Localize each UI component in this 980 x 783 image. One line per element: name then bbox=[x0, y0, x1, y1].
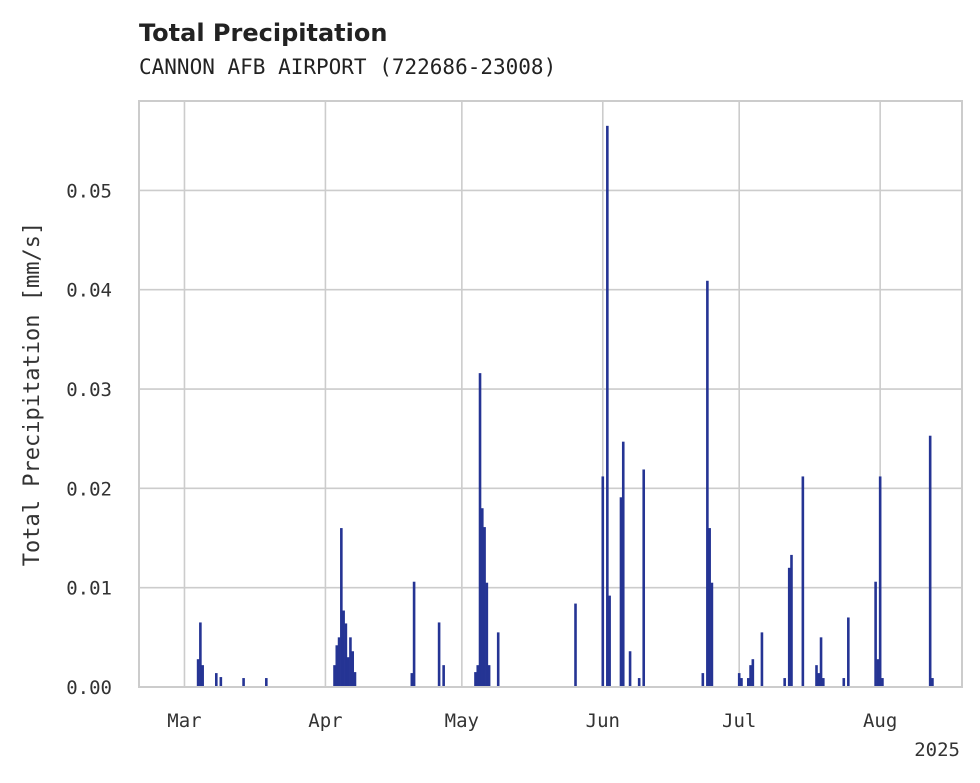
x-tick-label: Jul bbox=[722, 710, 756, 732]
y-gridlines bbox=[139, 189, 962, 589]
precipitation-bar bbox=[746, 678, 750, 687]
precipitation-bar bbox=[621, 441, 625, 687]
precipitation-bar bbox=[740, 678, 743, 687]
precipitation-bar bbox=[619, 497, 623, 687]
chart-subtitle: CANNON AFB AIRPORT (722686-23008) bbox=[139, 55, 556, 79]
precipitation-bar bbox=[701, 673, 705, 687]
precipitation-bar bbox=[642, 469, 646, 687]
precipitation-bar bbox=[337, 637, 341, 687]
precipitation-bar bbox=[751, 659, 755, 687]
precipitation-bar bbox=[710, 582, 714, 687]
precipitation-bar bbox=[335, 645, 339, 687]
precipitation-bar bbox=[496, 632, 500, 687]
precipitation-bar bbox=[412, 581, 416, 687]
precipitation-bar bbox=[931, 678, 934, 687]
precipitation-bar bbox=[822, 678, 825, 687]
precipitation-bar bbox=[410, 673, 414, 687]
precipitation-bar bbox=[787, 567, 791, 687]
precipitation-bar bbox=[819, 637, 823, 687]
plot-frame bbox=[138, 100, 963, 688]
precipitation-bar bbox=[801, 476, 805, 687]
x-tick-label: Apr bbox=[308, 710, 342, 732]
precipitation-bar bbox=[637, 678, 641, 687]
y-axis-label: Total Precipitation [mm/s] bbox=[20, 222, 45, 566]
x-tick-label: May bbox=[445, 710, 479, 732]
y-tick-label: 0.01 bbox=[66, 578, 112, 600]
precipitation-bar bbox=[349, 637, 352, 687]
y-tick-label: 0.02 bbox=[66, 478, 112, 500]
precipitation-bar bbox=[928, 435, 932, 687]
precipitation-bar bbox=[346, 657, 350, 687]
precipitation-bar bbox=[608, 595, 611, 687]
precipitation-bar bbox=[242, 678, 245, 687]
precipitation-bar bbox=[219, 677, 223, 687]
x-tick-label: Mar bbox=[167, 710, 201, 732]
precipitation-bar bbox=[783, 678, 786, 687]
precipitation-bar bbox=[881, 678, 884, 687]
precipitation-bar bbox=[706, 280, 709, 687]
precipitation-bar bbox=[214, 673, 218, 687]
precipitation-bar bbox=[437, 622, 441, 687]
x-gridlines bbox=[183, 101, 881, 687]
precipitation-bar bbox=[876, 659, 880, 687]
precipitation-bar bbox=[442, 665, 445, 687]
precipitation-bar bbox=[342, 610, 345, 687]
precipitation-bar bbox=[606, 125, 609, 687]
x-tick-label: Aug bbox=[863, 710, 897, 732]
precipitation-bar bbox=[601, 476, 605, 687]
precipitation-bar bbox=[340, 528, 343, 687]
y-tick-label: 0.04 bbox=[66, 280, 112, 302]
precipitation-bar bbox=[708, 528, 711, 687]
precipitation-bar bbox=[874, 581, 877, 687]
precipitation-bar bbox=[749, 665, 752, 687]
y-tick-label: 0.00 bbox=[66, 677, 112, 699]
precipitation-bar bbox=[760, 632, 764, 687]
precipitation-bar bbox=[353, 672, 357, 687]
y-tick-labels: 0.00 0.01 0.02 0.03 0.04 0.05 bbox=[66, 180, 112, 699]
precipitation-bar bbox=[574, 603, 577, 687]
precipitation-bar bbox=[199, 622, 202, 687]
precipitation-bars bbox=[196, 125, 934, 687]
precipitation-bar bbox=[480, 508, 484, 687]
precipitation-bar bbox=[478, 373, 482, 687]
precipitation-bar bbox=[201, 665, 204, 687]
x-axis-year-label: 2025 bbox=[914, 739, 960, 761]
precipitation-bar bbox=[476, 665, 480, 687]
precipitation-bar bbox=[737, 673, 741, 687]
precipitation-bar bbox=[815, 665, 818, 687]
precipitation-bar bbox=[817, 673, 821, 687]
precipitation-bar bbox=[344, 623, 348, 687]
precipitation-bar bbox=[847, 617, 850, 687]
y-tick-label: 0.05 bbox=[66, 180, 112, 202]
precipitation-bar bbox=[842, 678, 846, 687]
precipitation-bar bbox=[333, 665, 336, 687]
precipitation-bar bbox=[790, 554, 793, 687]
precipitation-bar bbox=[196, 659, 200, 687]
precipitation-bar bbox=[487, 665, 491, 687]
precipitation-bar bbox=[878, 476, 882, 687]
precipitation-bar bbox=[628, 651, 632, 687]
precipitation-bar bbox=[474, 672, 477, 687]
x-tick-labels: Mar Apr May Jun Jul Aug bbox=[167, 710, 897, 732]
chart-title: Total Precipitation bbox=[139, 19, 387, 47]
x-tick-label: Jun bbox=[586, 710, 620, 732]
precipitation-bar bbox=[485, 582, 489, 687]
precipitation-bar bbox=[483, 527, 486, 687]
precipitation-bar bbox=[351, 651, 355, 687]
precipitation-bar bbox=[265, 678, 268, 687]
y-tick-label: 0.03 bbox=[66, 379, 112, 401]
